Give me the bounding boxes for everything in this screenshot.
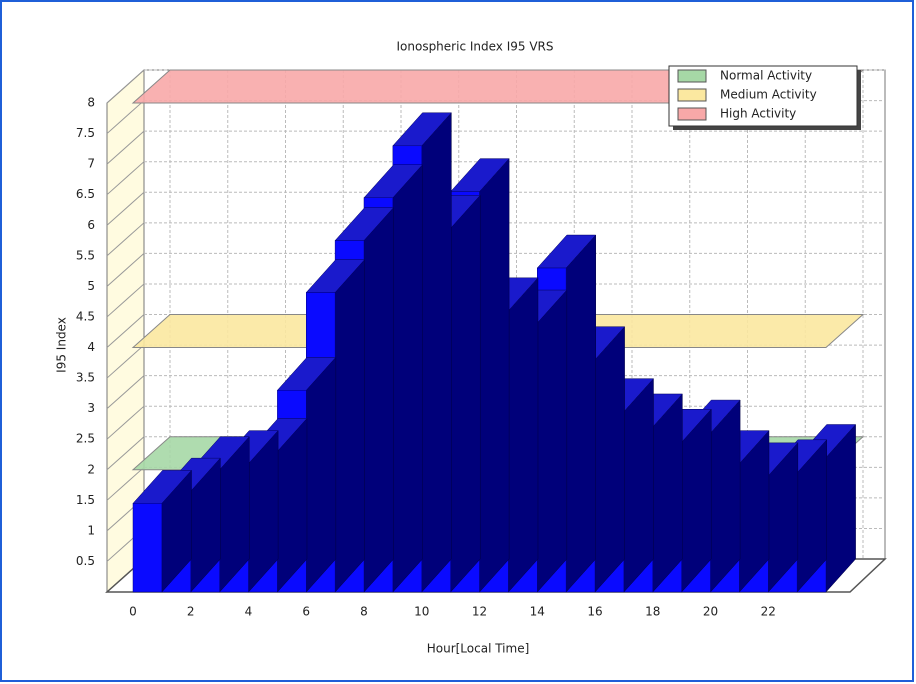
bar-side [479,157,510,593]
y-tick-label: 1 [87,523,95,537]
bar-side [652,393,683,593]
y-tick-label: 3.5 [76,371,95,385]
x-axis-label: Hour[Local Time] [427,642,530,656]
y-tick-label: 2 [87,462,95,476]
bar-side [334,258,365,593]
side-grid-line [106,161,145,196]
side-grid-line [106,100,145,134]
x-tick-label: 20 [703,605,718,619]
x-tick-label: 22 [761,605,776,619]
legend-label: Medium Activity [720,88,817,102]
y-tick-label: 5 [87,279,95,293]
bar-side [594,326,625,593]
chart-title: Ionospheric Index I95 VRS [396,40,553,54]
side-grid-line [106,253,145,287]
y-tick-label: 0.5 [76,554,95,568]
bar [132,469,193,593]
legend-swatch [677,69,707,83]
side-grid-line [106,191,145,226]
x-tick-label: 18 [645,605,660,619]
y-tick-label: 5.5 [76,248,95,262]
y-tick-label: 7.5 [76,126,95,140]
bar-front [132,503,163,593]
bar-side [450,194,481,593]
x-tick-label: 2 [187,605,195,619]
legend-label: High Activity [720,107,796,121]
bar-side [306,356,337,593]
bar-side [710,399,741,593]
x-tick-label: 10 [414,605,429,619]
y-tick-label: 6 [87,218,95,232]
side-grid-line [106,405,145,440]
x-tick-label: 4 [245,605,253,619]
bar-side [623,378,654,593]
x-tick-label: 14 [530,605,545,619]
legend-swatch [677,107,707,121]
x-tick-label: 12 [472,605,487,619]
side-grid-line [106,375,145,409]
y-tick-label: 6.5 [76,187,95,201]
legend-label: Normal Activity [720,69,812,83]
bar-side [392,164,423,593]
x-tick-label: 0 [129,605,137,619]
bar-side [537,289,568,593]
y-tick-label: 1.5 [76,493,95,507]
bar-side [565,234,596,593]
y-tick-label: 4.5 [76,309,95,323]
x-tick-label: 6 [302,605,310,619]
side-grid-line [106,69,145,104]
y-axis-label: I95 Index [55,317,69,373]
side-grid-line [106,222,145,257]
legend-swatch [677,88,707,102]
side-grid-line [106,130,145,165]
side-grid-line [106,283,145,318]
legend: Normal Activity Medium Activity High Activ… [668,65,861,130]
side-grid-line [106,436,145,471]
bar-side [508,277,539,593]
bar-side [421,112,452,593]
y-tick-label: 4 [87,340,95,354]
side-grid-line [106,314,145,348]
x-tick-label: 8 [360,605,368,619]
y-tick-label: 3 [87,401,95,415]
side-grid-line [106,344,145,379]
bar-side [363,206,394,593]
y-tick-label: 2.5 [76,432,95,446]
y-tick-label: 8 [87,96,95,110]
side-grid-line [106,466,145,501]
y-tick-label: 7 [87,157,95,171]
x-tick-label: 16 [587,605,602,619]
